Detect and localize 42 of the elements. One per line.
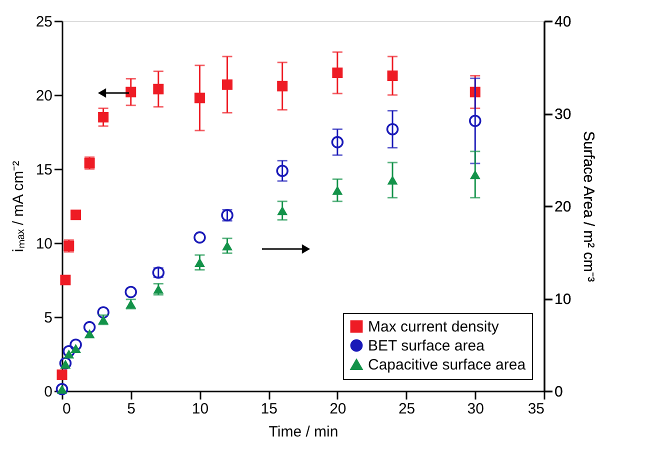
point xyxy=(64,349,74,359)
point xyxy=(70,344,82,353)
point xyxy=(331,136,344,148)
x-tick-label: 30 xyxy=(467,400,484,418)
point xyxy=(469,114,482,128)
point xyxy=(124,286,137,298)
x-tick-label: 25 xyxy=(398,400,416,418)
legend-label: Capacitive surface area xyxy=(368,356,526,374)
x-tick-label: 0 xyxy=(62,400,71,418)
point xyxy=(60,274,71,286)
legend-label: BET surface area xyxy=(368,338,486,354)
x-tick-label: 10 xyxy=(192,400,209,418)
x-tick-label: 15 xyxy=(260,400,278,418)
point xyxy=(194,231,206,244)
point xyxy=(97,306,110,319)
point xyxy=(386,123,399,136)
y2-tick-label: 40 xyxy=(554,14,572,30)
y2-tick-label: 10 xyxy=(554,291,572,308)
y2-tick-label: 20 xyxy=(554,198,572,216)
point xyxy=(83,321,96,334)
point xyxy=(84,329,95,338)
y-tick-label: 15 xyxy=(36,162,52,178)
point xyxy=(276,164,288,177)
x-axis-title: Time / min xyxy=(268,424,338,440)
point xyxy=(56,369,68,380)
legend-label: Max current density xyxy=(368,318,500,336)
y-axis-title: iₘₐₓ / mA cm⁻² xyxy=(10,160,27,252)
x-tick-label: 35 xyxy=(528,400,544,418)
y2-tick-label: 30 xyxy=(554,106,572,123)
x-tick-label: 20 xyxy=(330,400,346,418)
y2-axis-title: Surface Area / m² cm⁻³ xyxy=(580,131,598,282)
y-tick-label: 25 xyxy=(36,14,52,30)
y-tick-label: 10 xyxy=(36,236,52,252)
y2-tick-label: 0 xyxy=(554,384,563,400)
point xyxy=(70,338,82,351)
point xyxy=(59,357,72,370)
x-tick-label: 5 xyxy=(127,400,136,418)
point xyxy=(60,360,71,369)
y-tick-label: 20 xyxy=(36,88,52,104)
y-tick-label: 5 xyxy=(44,310,52,326)
point xyxy=(62,345,76,358)
y-tick-label: 0 xyxy=(44,384,52,400)
